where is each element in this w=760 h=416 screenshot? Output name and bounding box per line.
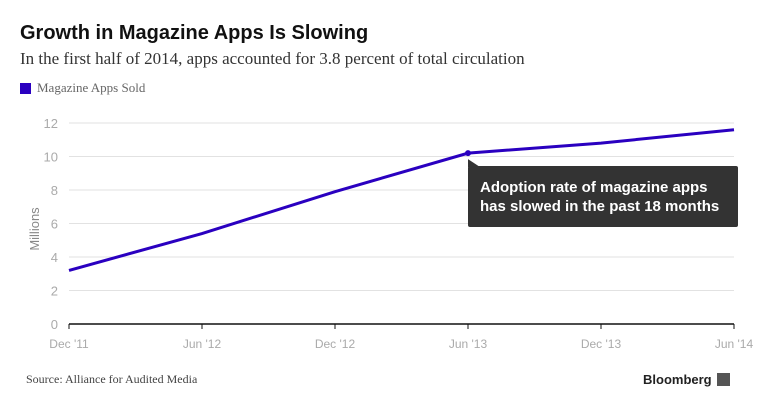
chart-title: Growth in Magazine Apps Is Slowing <box>20 22 369 44</box>
x-tick-label: Dec '11 <box>49 337 89 351</box>
source-note: Source: Alliance for Audited Media <box>26 372 198 386</box>
annotation-line1: Adoption rate of magazine apps <box>480 179 708 196</box>
y-tick-label: 12 <box>44 116 58 131</box>
legend: Magazine Apps Sold <box>20 80 145 96</box>
data-point <box>465 150 471 157</box>
x-tick-label: Jun '13 <box>449 337 488 351</box>
bloomberg-icon <box>716 373 730 386</box>
x-tick-label: Dec '13 <box>581 337 622 351</box>
y-tick-label: 2 <box>51 284 58 299</box>
legend-swatch <box>20 82 31 94</box>
chart-subtitle: In the first half of 2014, apps accounte… <box>20 49 525 68</box>
y-tick-label: 10 <box>44 150 58 165</box>
y-tick-label: 0 <box>51 317 58 332</box>
y-axis-label: Millions <box>27 207 42 251</box>
x-tick-label: Dec '12 <box>315 337 356 351</box>
annotation-box: Adoption rate of magazine apps has slowe… <box>468 166 738 227</box>
brand-name: Bloomberg <box>643 372 712 387</box>
annotation-line2: has slowed in the past 18 months <box>480 198 720 215</box>
legend-label: Magazine Apps Sold <box>37 80 146 95</box>
brand-logo: Bloomberg <box>643 372 730 387</box>
y-tick-label: 8 <box>51 183 58 198</box>
y-tick-label: 6 <box>51 217 58 232</box>
series-line <box>68 128 735 272</box>
x-tick-label: Jun '12 <box>183 337 222 351</box>
annotation-pointer <box>468 159 480 167</box>
y-tick-label: 4 <box>51 250 58 265</box>
x-tick-label: Jun '14 <box>715 337 754 351</box>
